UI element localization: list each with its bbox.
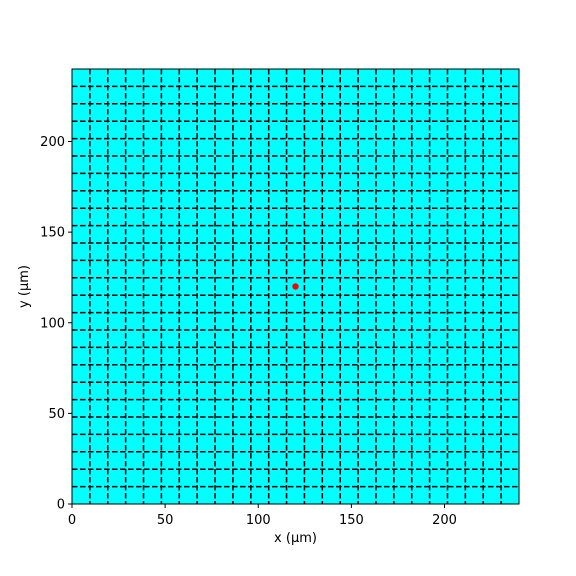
grid xyxy=(72,69,519,504)
y-tick-label: 0 xyxy=(57,498,65,513)
x-tick-label: 100 xyxy=(246,513,271,528)
y-tick-label: 50 xyxy=(48,407,65,422)
data-points xyxy=(292,283,299,290)
plot-frame xyxy=(71,68,520,505)
x-axis-label: x (μm) xyxy=(274,531,317,546)
data-point xyxy=(292,283,299,290)
x-tick-label: 50 xyxy=(157,513,174,528)
y-tick-label: 100 xyxy=(40,316,65,331)
x-tick-label: 0 xyxy=(68,513,76,528)
x-tick-label: 150 xyxy=(339,513,364,528)
y-tick-label: 150 xyxy=(40,226,65,241)
y-tick-label: 200 xyxy=(40,135,65,150)
y-axis-label: y (μm) xyxy=(17,265,32,308)
x-tick-label: 200 xyxy=(432,513,457,528)
ticks: 0 50 100 150 200 0 50 100 150 200 xyxy=(40,135,457,528)
